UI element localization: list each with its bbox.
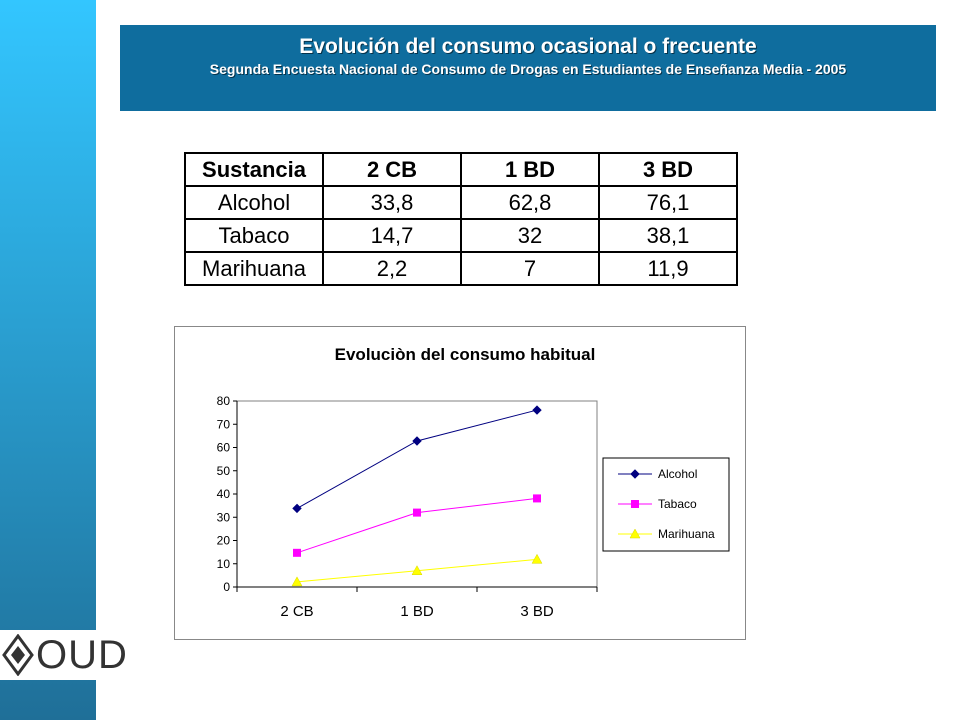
table-cell: Alcohol <box>184 185 324 220</box>
data-point-diamond <box>292 503 302 514</box>
table-cell: 32 <box>460 218 600 253</box>
y-tick-label: 40 <box>217 487 231 501</box>
table-row: Tabaco 14,7 32 38,1 <box>184 218 738 253</box>
table-cell: 7 <box>460 251 600 286</box>
table-header-cell: 3 BD <box>598 152 738 187</box>
logo-text: OUD <box>36 633 128 677</box>
x-tick-label: 1 BD <box>400 603 434 620</box>
x-tick-label: 3 BD <box>520 603 554 620</box>
data-point-diamond <box>532 405 542 415</box>
x-axis: 2 CB 1 BD 3 BD <box>236 586 598 620</box>
y-tick-label: 30 <box>217 510 231 524</box>
data-table: Sustancia 2 CB 1 BD 3 BD Alcohol 33,8 62… <box>184 152 738 286</box>
data-point-square <box>413 508 421 517</box>
y-tick-label: 10 <box>217 557 231 571</box>
table-cell: 76,1 <box>598 185 738 220</box>
y-tick-label: 0 <box>223 580 230 594</box>
table-header-row: Sustancia 2 CB 1 BD 3 BD <box>184 152 738 187</box>
data-point-triangle <box>291 576 303 587</box>
logo-diamond-icon <box>2 634 34 676</box>
data-point-diamond <box>630 469 640 479</box>
line-chart: Evoluciòn del consumo habitual 0 10 20 30 40… <box>174 326 746 640</box>
series-group <box>291 405 543 587</box>
chart-title: Evoluciòn del consumo habitual <box>335 345 596 364</box>
table-cell: 38,1 <box>598 218 738 253</box>
page-title: Evolución del consumo ocasional o frecue… <box>299 35 757 58</box>
table-cell: 62,8 <box>460 185 600 220</box>
data-point-diamond <box>412 436 422 446</box>
logo: OUD <box>0 630 127 680</box>
y-tick-label: 60 <box>217 441 231 455</box>
table-cell: 14,7 <box>322 218 462 253</box>
data-point-square <box>533 494 541 503</box>
page-header: Evolución del consumo ocasional o frecue… <box>120 25 936 111</box>
y-tick-label: 80 <box>217 394 231 408</box>
table-row: Marihuana 2,2 7 11,9 <box>184 251 738 286</box>
table-cell: Tabaco <box>184 218 324 253</box>
data-point-triangle <box>629 528 641 539</box>
table-row: Alcohol 33,8 62,8 76,1 <box>184 185 738 220</box>
data-point-triangle <box>411 565 423 575</box>
x-tick-label: 2 CB <box>280 603 313 620</box>
table-cell: 2,2 <box>322 251 462 286</box>
data-point-square <box>631 500 639 508</box>
legend-label: Tabaco <box>658 497 697 511</box>
y-tick-label: 20 <box>217 534 231 548</box>
data-point-square <box>293 548 301 557</box>
sidebar-gradient <box>0 0 96 720</box>
legend: Alcohol Tabaco Marihuana <box>602 457 730 552</box>
legend-label: Marihuana <box>658 527 715 541</box>
table-header-cell: Sustancia <box>184 152 324 187</box>
table-header-cell: 1 BD <box>460 152 600 187</box>
y-tick-label: 70 <box>217 417 231 431</box>
page-subtitle: Segunda Encuesta Nacional de Consumo de … <box>209 61 847 77</box>
chart-svg: Evoluciòn del consumo habitual 0 10 20 30 40… <box>217 345 730 620</box>
table-header-cell: 2 CB <box>322 152 462 187</box>
plot-area <box>236 400 598 588</box>
legend-label: Alcohol <box>658 467 697 481</box>
table-cell: Marihuana <box>184 251 324 286</box>
y-tick-label: 50 <box>217 464 231 478</box>
table-cell: 11,9 <box>598 251 738 286</box>
y-axis: 0 10 20 30 40 50 60 70 80 <box>217 394 238 594</box>
table-cell: 33,8 <box>322 185 462 220</box>
data-point-triangle <box>531 553 543 564</box>
